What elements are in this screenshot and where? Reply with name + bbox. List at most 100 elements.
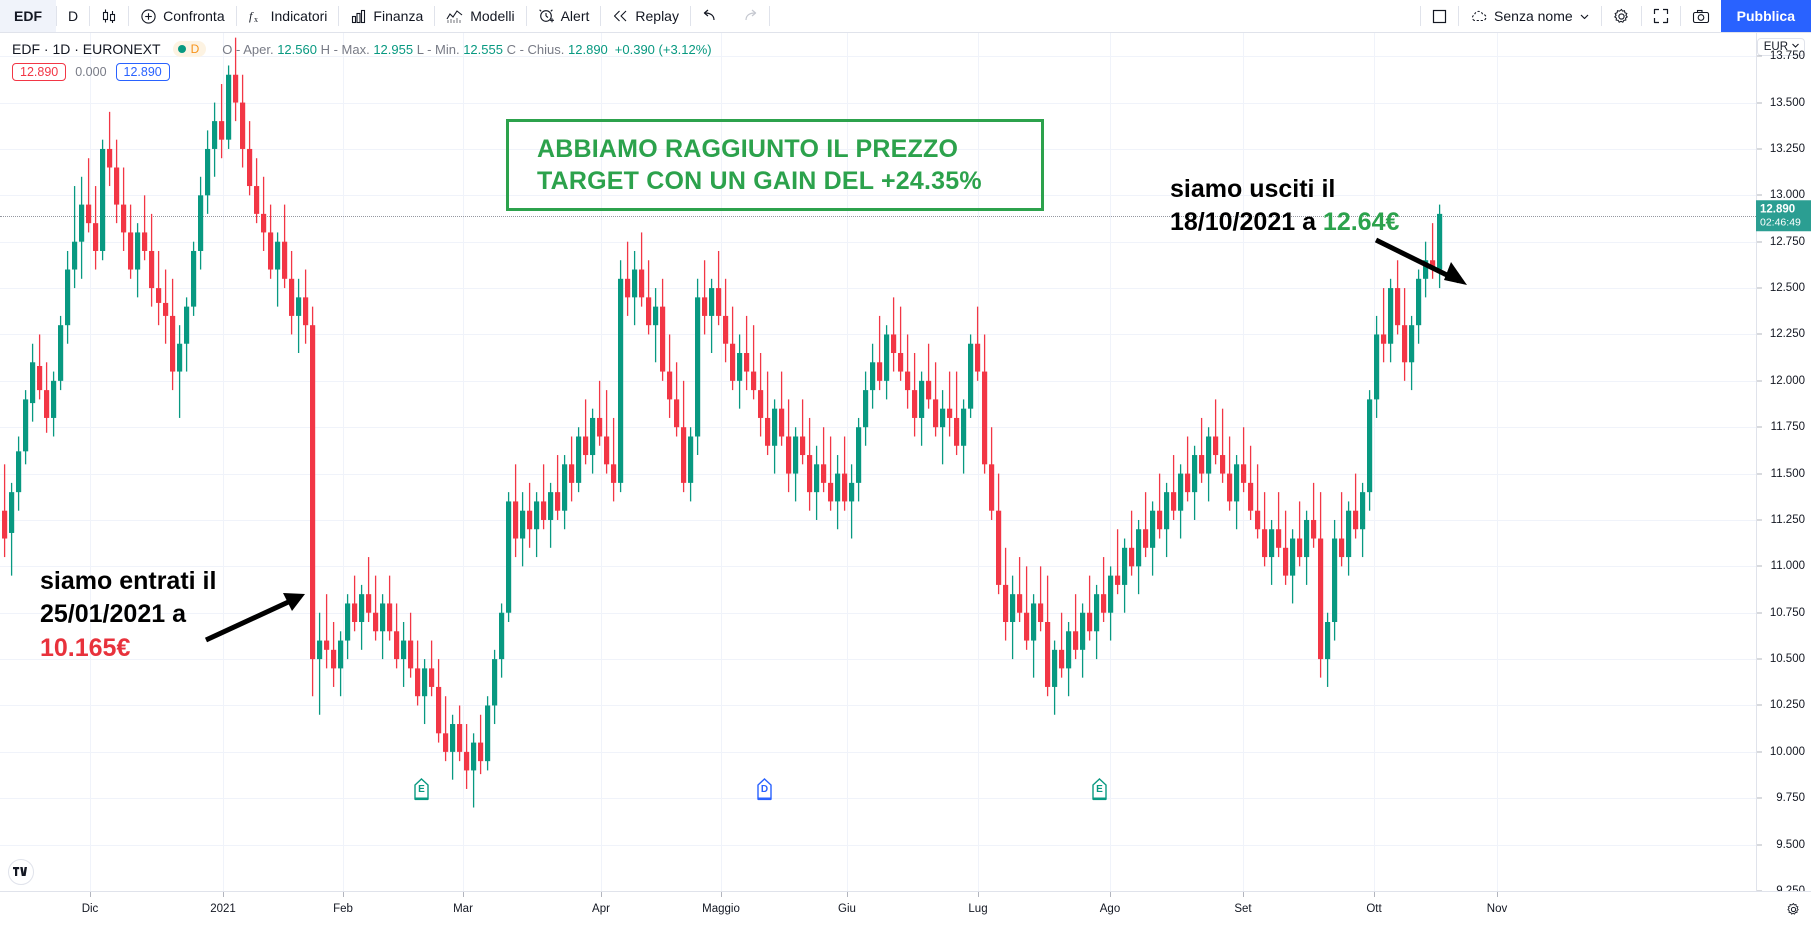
symbol-info-title[interactable]: EDF · 1D · EURONEXT <box>12 41 161 57</box>
annotation-entry-text[interactable]: siamo entrati il 25/01/2021 a 10.165€ <box>40 565 216 665</box>
legend-value-blue[interactable]: 12.890 <box>115 63 170 81</box>
price-tick-mark <box>1757 565 1762 567</box>
time-tick-label: Nov <box>1486 903 1508 915</box>
event-marker-earnings[interactable]: E <box>413 778 430 801</box>
price-tick-mark <box>1757 241 1762 243</box>
time-tick-mark <box>601 892 602 897</box>
snapshot-button[interactable] <box>1681 0 1721 32</box>
gridline-vertical <box>1110 33 1111 891</box>
symbol-label: EDF <box>14 8 42 24</box>
price-tick-label: 10.250 <box>1769 699 1805 712</box>
time-tick-label: Ott <box>1366 903 1382 915</box>
time-tick-mark <box>463 892 464 897</box>
alert-label: Alert <box>560 8 590 24</box>
gridline-horizontal <box>0 751 1756 753</box>
annotation-target-box[interactable]: ABBIAMO RAGGIUNTO IL PREZZO TARGET CON U… <box>506 119 1044 211</box>
exit-line2: 18/10/2021 a 12.64€ <box>1170 206 1399 239</box>
divider <box>1458 6 1460 26</box>
settings-button[interactable] <box>1602 0 1641 32</box>
price-tick-label: 11.250 <box>1770 513 1805 526</box>
price-tick-mark <box>1757 519 1762 521</box>
time-tick-label: Lug <box>968 903 988 915</box>
divider <box>1640 6 1642 26</box>
time-tick-mark <box>721 892 722 897</box>
change-value: +0.390 (+3.12%) <box>614 41 712 57</box>
time-tick-mark <box>90 892 91 897</box>
close-value: 12.890 <box>568 41 608 57</box>
layout-name-button[interactable]: Senza nome <box>1459 0 1601 32</box>
price-tick-label: 10.500 <box>1769 653 1805 666</box>
high-value: 12.955 <box>373 41 414 57</box>
price-tick-mark <box>1757 704 1762 706</box>
exit-line1: siamo usciti il <box>1170 175 1336 203</box>
price-tick-label: 10.000 <box>1769 745 1805 758</box>
svg-text:f: f <box>249 9 254 23</box>
current-price-badge[interactable]: 12.890 02:46:49 <box>1756 199 1811 232</box>
svg-text:x: x <box>254 15 258 24</box>
gridline-horizontal <box>0 102 1756 104</box>
time-tick-label: Ago <box>1099 903 1121 915</box>
divider <box>338 6 340 26</box>
interval-label: D <box>68 8 79 24</box>
price-tick-label: 12.750 <box>1769 235 1805 248</box>
time-axis[interactable]: Dic 2021 Feb Mar Apr Maggio Giu Lug Ago Set Ott Nov <box>0 891 1811 929</box>
layout-button[interactable] <box>1421 0 1458 32</box>
time-tick-label: Giu <box>838 903 856 915</box>
chart-grid <box>0 33 1756 892</box>
undo-button[interactable] <box>691 0 730 32</box>
price-tick-label: 11.750 <box>1770 421 1805 434</box>
divider <box>1679 6 1681 26</box>
price-tick-label: 12.000 <box>1769 374 1805 387</box>
candlestick-icon <box>101 8 117 24</box>
low-value: 12.555 <box>463 41 503 57</box>
event-marker-dividend[interactable]: D <box>756 778 773 801</box>
time-tick-label: Maggio <box>702 903 740 915</box>
annotation-exit-text[interactable]: siamo usciti il 18/10/2021 a 12.64€ <box>1170 173 1399 238</box>
publish-button[interactable]: Pubblica <box>1720 0 1811 32</box>
currency-selector[interactable]: EUR <box>1756 38 1805 56</box>
price-axis[interactable]: EUR 13.750 13.500 13.250 13.000 12.750 12.500… <box>1756 33 1811 897</box>
alert-button[interactable]: Alert <box>527 0 601 32</box>
divider <box>768 6 770 26</box>
symbol-info-bar: EDF · 1D · EURONEXT D O - Aper. 12.560 H… <box>12 41 712 57</box>
session-status: D <box>172 41 207 57</box>
redo-button[interactable] <box>730 0 769 32</box>
divider <box>1420 6 1422 26</box>
event-marker-earnings[interactable]: E <box>1091 778 1108 801</box>
chart-container[interactable]: EDF · 1D · EURONEXT D O - Aper. 12.560 H… <box>0 33 1811 929</box>
undo-arrow-icon <box>702 9 719 23</box>
symbol-search-button[interactable]: EDF <box>0 0 56 32</box>
fullscreen-button[interactable] <box>1642 0 1680 32</box>
time-tick-mark <box>847 892 848 897</box>
tradingview-logo[interactable] <box>8 859 34 885</box>
gridline-horizontal <box>0 519 1756 521</box>
rewind-icon <box>612 9 629 23</box>
time-tick-mark <box>343 892 344 897</box>
compare-button[interactable]: Confronta <box>129 0 235 32</box>
replay-button[interactable]: Replay <box>601 0 690 32</box>
gridline-horizontal <box>0 56 1756 58</box>
gridline-horizontal <box>0 195 1756 197</box>
interval-button[interactable]: D <box>57 0 89 32</box>
price-tick-label: 13.750 <box>1769 50 1805 63</box>
legend-value-mid: 0.000 <box>75 65 107 79</box>
gridline-horizontal <box>0 844 1756 846</box>
price-tick-label: 11.500 <box>1770 467 1805 480</box>
price-tick-mark <box>1757 148 1762 150</box>
plus-circle-icon <box>140 8 157 25</box>
financials-button[interactable]: Finanza <box>339 0 434 32</box>
legend-value-red[interactable]: 12.890 <box>12 63 67 81</box>
gridline-horizontal <box>0 473 1756 475</box>
chart-settings-icon[interactable] <box>1786 902 1801 922</box>
time-tick-mark <box>1374 892 1375 897</box>
patterns-button[interactable]: Modelli <box>435 0 525 32</box>
indicators-label: Indicatori <box>270 8 328 24</box>
close-label: C - Chius. <box>506 41 565 57</box>
open-label: O - Aper. <box>222 41 274 57</box>
chart-style-button[interactable] <box>90 0 128 32</box>
exit-price: 12.64€ <box>1322 207 1400 236</box>
camera-icon <box>1692 9 1710 24</box>
time-tick-label: Mar <box>453 903 473 915</box>
price-tick-label: 13.250 <box>1769 142 1805 155</box>
